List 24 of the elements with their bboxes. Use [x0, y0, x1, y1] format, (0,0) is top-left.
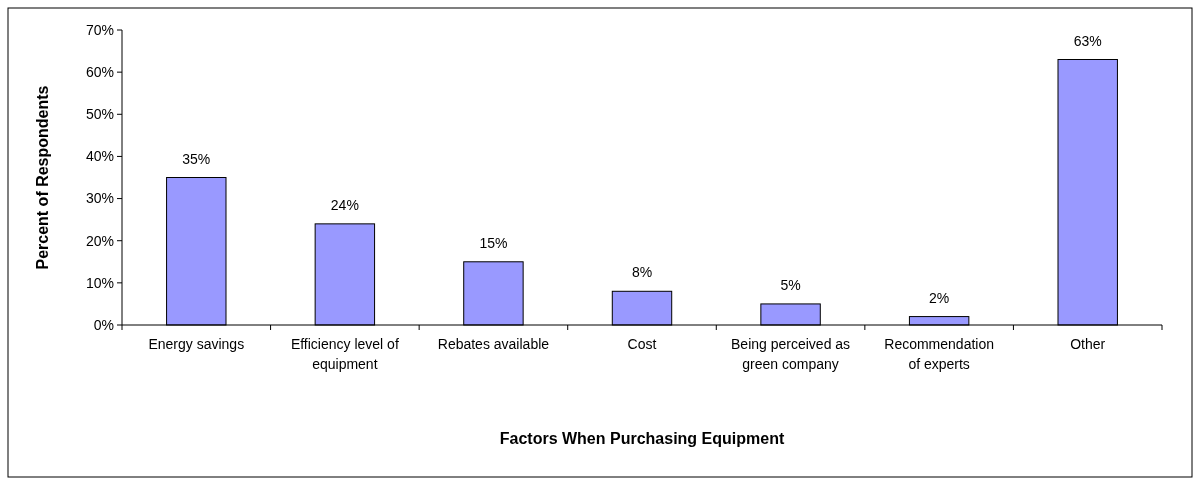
data-label: 24%: [330, 196, 359, 213]
y-tick-label: 0%: [93, 316, 114, 333]
x-tick-label: Rebates available: [437, 336, 550, 352]
data-label: 63%: [1073, 32, 1102, 49]
data-label: 2%: [929, 289, 950, 306]
y-tick-label: 10%: [85, 274, 114, 291]
x-tick-label: Recommendation of experts: [884, 336, 995, 372]
data-label: 35%: [182, 150, 211, 167]
data-label: 15%: [479, 234, 508, 251]
data-label: 5%: [780, 276, 801, 293]
x-tick-label: Other: [1070, 336, 1106, 352]
x-tick-label: Cost: [627, 336, 657, 352]
y-axis-title: Percent of Respondents: [34, 85, 51, 270]
x-tick-label: Efficiency level of equipment: [290, 336, 399, 372]
x-axis-title: Factors When Purchasing Equipment: [499, 430, 785, 447]
y-tick-label: 40%: [85, 148, 114, 165]
y-tick-label: 70%: [85, 21, 114, 38]
data-label: 8%: [631, 264, 653, 281]
y-tick-label: 50%: [85, 106, 114, 123]
y-tick-label: 60%: [85, 64, 114, 81]
x-tick-label: Being perceived as green company: [731, 336, 851, 372]
y-tick-label: 20%: [85, 232, 114, 249]
y-tick-label: 30%: [85, 190, 114, 207]
x-tick-label: Energy savings: [148, 336, 245, 352]
